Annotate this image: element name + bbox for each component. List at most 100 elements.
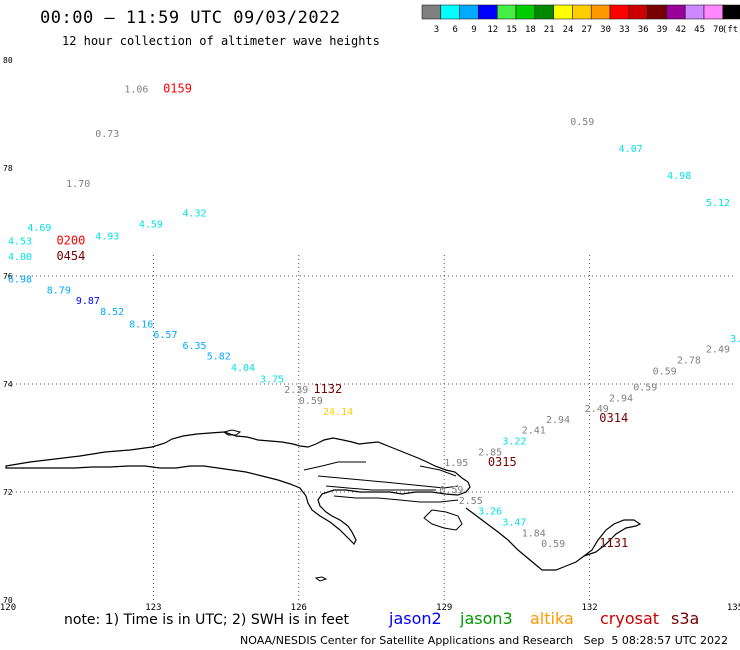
wave-height-label: 3.75 <box>260 374 284 385</box>
lat-tick-label: 74 <box>3 380 13 389</box>
legend-label: 18 <box>525 25 536 35</box>
wave-height-label: 8.16 <box>129 319 153 330</box>
small-island <box>222 429 328 582</box>
pass-time-label: 0200 <box>56 234 85 248</box>
pass-time-label: 1132 <box>313 382 342 396</box>
wave-height-label: 4.69 <box>27 223 51 234</box>
legend-label: 15 <box>506 25 517 35</box>
coastline-delta-channels <box>303 461 459 503</box>
legend-swatch <box>496 4 517 20</box>
legend-label: 3 <box>434 25 439 35</box>
footer-note: note: 1) Time is in UTC; 2) SWH is in fe… <box>64 612 350 628</box>
wave-height-label: 4.53 <box>8 237 32 248</box>
coastline-bay <box>423 509 463 531</box>
legend-swatch <box>440 4 460 20</box>
lon-tick-label: 126 <box>291 603 307 613</box>
legend-swatch <box>628 4 648 20</box>
lon-tick-label: 132 <box>581 603 597 613</box>
legend-label: 36 <box>638 25 649 35</box>
pass-time-label: 1131 <box>599 536 628 550</box>
wave-height-label: 4.04 <box>231 363 255 374</box>
wave-height-label: 3. <box>730 334 740 345</box>
legend-swatch <box>478 4 498 20</box>
wave-height-label: 0.59 <box>299 396 323 407</box>
wave-height-label: 3.47 <box>502 517 526 528</box>
wave-height-label: 1.84 <box>522 528 546 539</box>
wave-height-label: 0.59 <box>653 366 677 377</box>
wave-height-observations: 1.06 0159 0.73 1.70 4.69 4.53 0200 4.00 0454 4.93… <box>8 81 740 550</box>
wave-height-label: 1.70 <box>66 179 90 190</box>
legend-label: 24 <box>563 25 574 35</box>
satellite-altika: altika <box>530 609 574 628</box>
lat-tick-label: 80 <box>3 56 13 65</box>
wave-height-label: 2.41 <box>522 426 546 437</box>
wave-height-label: 2.94 <box>546 415 570 426</box>
satellite-jason2: jason2 <box>389 609 442 628</box>
legend-label: 21 <box>544 25 555 35</box>
legend-label: 27 <box>581 25 592 35</box>
legend-label: 70 <box>713 25 724 35</box>
wave-height-label: 4.00 <box>8 252 32 263</box>
wave-height-label: 6.35 <box>182 341 206 352</box>
wave-height-label: 2.39 <box>284 385 308 396</box>
wave-height-label: 0.59 <box>541 539 565 550</box>
legend-label: 30 <box>600 25 611 35</box>
coastline-east <box>465 507 642 571</box>
wave-height-label: 8.52 <box>100 307 124 318</box>
wave-height-label: 3.26 <box>478 507 502 518</box>
coastline <box>5 429 642 582</box>
wave-height-label: 9.87 <box>76 296 100 307</box>
lat-tick-label: 76 <box>3 272 13 281</box>
pass-time-label: 0159 <box>163 81 192 95</box>
lat-tick-label: 78 <box>3 164 13 173</box>
wave-height-label: 24.14 <box>323 407 353 418</box>
pass-time-label: 0315 <box>488 455 517 469</box>
wave-height-label: 6.57 <box>153 330 177 341</box>
pass-time-label: 0454 <box>56 249 85 263</box>
legend-swatch <box>572 4 592 20</box>
legend-swatch <box>421 4 442 20</box>
legend-swatch <box>684 4 705 20</box>
legend-swatch <box>553 4 573 20</box>
pass-time-label: 0314 <box>599 411 628 425</box>
legend-label: 12 <box>487 25 498 35</box>
satellite-cryosat: cryosat <box>600 609 660 628</box>
footer-credit: NOAA/NESDIS Center for Satellite Applica… <box>240 634 729 647</box>
wave-height-label: 4.59 <box>139 219 163 230</box>
wave-height-label: 4.32 <box>182 209 206 220</box>
legend-swatch <box>590 4 611 20</box>
wave-height-label: 2.85 <box>478 447 502 458</box>
legend-swatch <box>666 4 686 20</box>
wave-height-label: 0.59 <box>633 382 657 393</box>
wave-height-label: 3.22 <box>502 436 526 447</box>
lon-tick-label: 120 <box>0 603 16 613</box>
legend-label: 39 <box>657 25 668 35</box>
wave-height-label: 5.82 <box>207 352 231 363</box>
map-title: 00:00 – 11:59 UTC 09/03/2022 <box>40 8 341 28</box>
lat-tick-label: 70 <box>3 596 13 605</box>
wave-height-label: 0.73 <box>95 129 119 140</box>
wave-height-label: 2.49 <box>585 404 609 415</box>
lat-lon-grid: 120 123 126 129 132 135 70 72 74 76 78 80 <box>0 56 740 613</box>
legend-swatch <box>515 4 536 20</box>
wave-height-label: 2.78 <box>677 355 701 366</box>
wave-height-label: 1.06 <box>124 84 148 95</box>
wave-height-label: 4.07 <box>619 144 643 155</box>
wave-height-label: 1.95 <box>444 458 468 469</box>
legend-label: 45 <box>694 25 705 35</box>
legend-label: 33 <box>619 25 630 35</box>
wave-height-label: 6.98 <box>8 274 32 285</box>
wave-height-label: 2.55 <box>459 496 483 507</box>
lon-tick-label: 123 <box>145 603 161 613</box>
wave-height-label: 8.79 <box>47 285 71 296</box>
wave-height-label: 0.59 <box>439 485 463 496</box>
wave-height-label: 0.59 <box>570 117 594 128</box>
legend-unit: (ft) <box>722 25 740 35</box>
map-subtitle: 12 hour collection of altimeter wave hei… <box>62 34 380 48</box>
legend-label: 9 <box>471 25 476 35</box>
lon-tick-label: 135 <box>727 603 740 613</box>
legend-swatch <box>722 4 740 20</box>
